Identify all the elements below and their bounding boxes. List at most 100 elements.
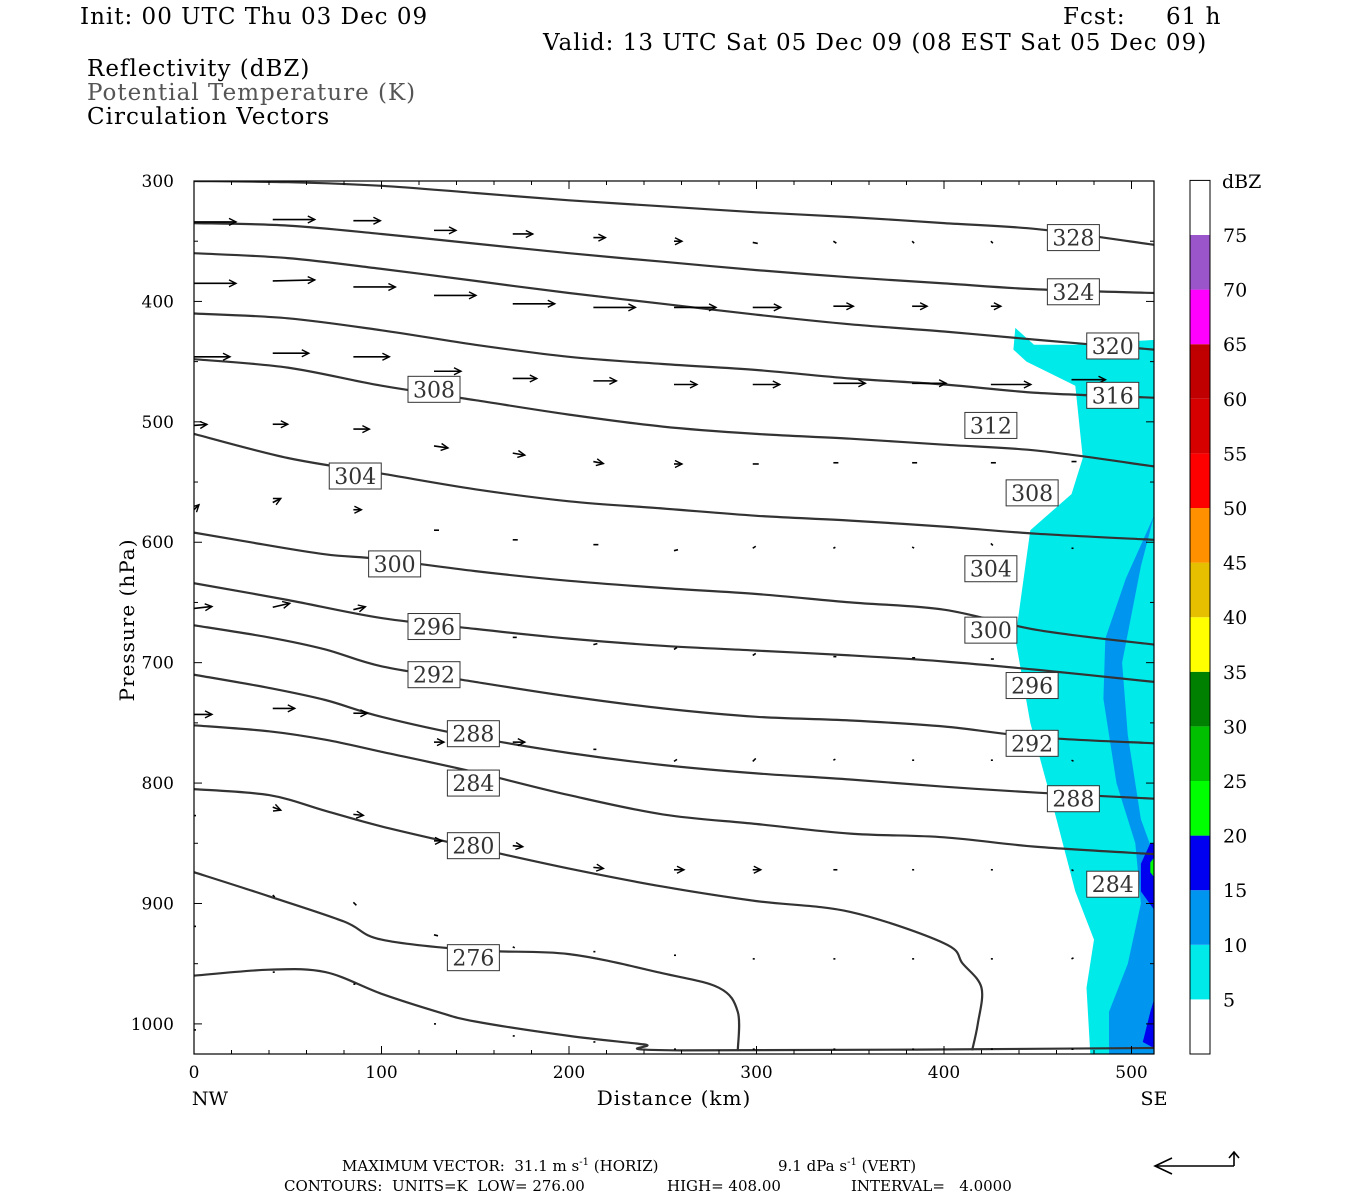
field-reflectivity: Reflectivity (dBZ): [87, 56, 311, 82]
colorbar-bin-5: [1190, 944, 1210, 1000]
vector-shaft: [752, 241, 758, 245]
vector-shaft: [1071, 957, 1074, 960]
colorbar-tick-label-35: 35: [1223, 662, 1247, 684]
footer-high: HIGH= 408.00: [667, 1177, 781, 1195]
vector-head: [846, 302, 855, 311]
contour-label-text: 308: [413, 378, 455, 403]
footer-interval: INTERVAL= 4.0000: [851, 1177, 1012, 1195]
vector-shaft: [194, 423, 208, 427]
circulation-vector-74: [434, 737, 446, 747]
vector-head: [272, 497, 283, 506]
max-vector-horiz-tag: (HORIZ): [593, 1157, 659, 1175]
circulation-vector-22: [990, 302, 1003, 311]
vector-head: [919, 302, 929, 311]
vector-head: [199, 420, 209, 430]
vector-head: [448, 226, 458, 235]
contour-label-box: [368, 550, 422, 578]
field-circulation-vectors: Circulation Vectors: [87, 104, 331, 130]
y-axis-title: Pressure (hPa): [115, 539, 139, 702]
circulation-vector-26: [353, 352, 391, 361]
y-tick-label-500: 500: [142, 413, 174, 433]
circulation-vector-71: [194, 710, 214, 719]
colorbar-bin-55: [1190, 398, 1210, 454]
colorbar-tick-label-10: 10: [1223, 935, 1247, 957]
x-axis-right-end-label: SE: [1141, 1088, 1168, 1110]
vector-head: [307, 275, 317, 285]
forecast-hour: 61 h: [1166, 4, 1222, 30]
contour-label-304: 304: [964, 555, 1018, 583]
circulation-vector-75: [512, 737, 527, 747]
vector-shaft: [833, 758, 836, 761]
contour-label-box: [407, 661, 461, 689]
circulation-vector-33: [912, 379, 948, 388]
vector-head: [674, 237, 684, 246]
circulation-vector-62: [353, 604, 367, 613]
circulation-vector-4: [512, 229, 535, 239]
vector-shaft: [593, 642, 598, 646]
vector-shaft: [673, 758, 678, 763]
contours-high: 408.00: [728, 1177, 781, 1195]
contour-label-box: [1086, 332, 1140, 360]
circulation-vector-56: [833, 546, 836, 549]
vector-head: [360, 709, 369, 718]
contour-label-box: [1046, 785, 1100, 813]
contour-label-text: 312: [970, 414, 1012, 439]
field-potential-temperature: Potential Temperature (K): [87, 80, 417, 106]
circulation-vector-89: [674, 865, 686, 874]
colorbar-bin-60: [1190, 344, 1210, 399]
vector-head: [272, 803, 283, 812]
circulation-vector-50: [353, 505, 363, 514]
vector-head: [676, 865, 686, 874]
circulation-vector-31: [752, 380, 782, 389]
vector-head: [228, 279, 238, 288]
contour-label-box: [964, 555, 1018, 583]
max-vector-horiz: 31.1 m s: [514, 1157, 580, 1175]
vector-head: [595, 458, 605, 467]
vector-head: [468, 291, 478, 300]
contour-label-300: 300: [964, 616, 1018, 644]
contour-label-text: 308: [1011, 482, 1053, 507]
y-tick-label-800: 800: [142, 774, 174, 794]
circulation-vector-5: [593, 233, 607, 242]
contour-label-box: [1046, 278, 1100, 306]
contours-low: 276.00: [532, 1177, 585, 1195]
vector-head: [357, 604, 367, 613]
vector-head: [628, 303, 637, 312]
theta-contour-316: [194, 312, 1154, 399]
circulation-vector-99: [512, 946, 516, 949]
theta-contour-328: [194, 181, 1154, 246]
contours-low-label: LOW=: [477, 1177, 528, 1195]
circulation-vector-6: [674, 237, 684, 246]
contour-label-text: 320: [1092, 335, 1134, 360]
colorbar-tick-label-55: 55: [1223, 443, 1247, 465]
reference-vector-icon: [1153, 1150, 1240, 1175]
contour-label-text: 300: [970, 619, 1012, 644]
circulation-vector-9: [911, 240, 915, 244]
circulation-vector-3: [434, 226, 458, 235]
circulation-vector-57: [911, 546, 915, 549]
reflectivity-region-15dbz-2: [1140, 843, 1154, 910]
contour-label-296: 296: [1005, 672, 1059, 700]
contour-label-text: 316: [1092, 384, 1134, 409]
contour-label-292: 292: [1005, 729, 1059, 757]
vector-shaft: [752, 545, 757, 549]
theta-contour-320: [194, 252, 1154, 351]
init-time: Init: 00 UTC Thu 03 Dec 09: [80, 4, 429, 30]
contour-label-292: 292: [407, 661, 461, 689]
contour-label-text: 292: [1011, 732, 1053, 757]
colorbar-tick-label-40: 40: [1223, 607, 1247, 629]
circulation-vector-36: [194, 420, 209, 430]
vector-head: [355, 810, 365, 819]
contour-label-276: 276: [446, 944, 500, 972]
vector-head: [222, 352, 232, 361]
theta-contour-280: [194, 871, 741, 1051]
contours-high-label: HIGH=: [667, 1177, 724, 1195]
footer-contours: CONTOURS: UNITS=K LOW= 276.00: [284, 1177, 585, 1195]
contour-label-box: [1005, 479, 1059, 507]
y-tick-label-1000: 1000: [131, 1015, 174, 1035]
circulation-vector-85: [353, 810, 365, 819]
circulation-vector-13: [272, 275, 317, 285]
circulation-vector-30: [674, 380, 699, 389]
vector-head: [453, 367, 463, 376]
max-vector-vert-exp: -1: [847, 1157, 857, 1168]
